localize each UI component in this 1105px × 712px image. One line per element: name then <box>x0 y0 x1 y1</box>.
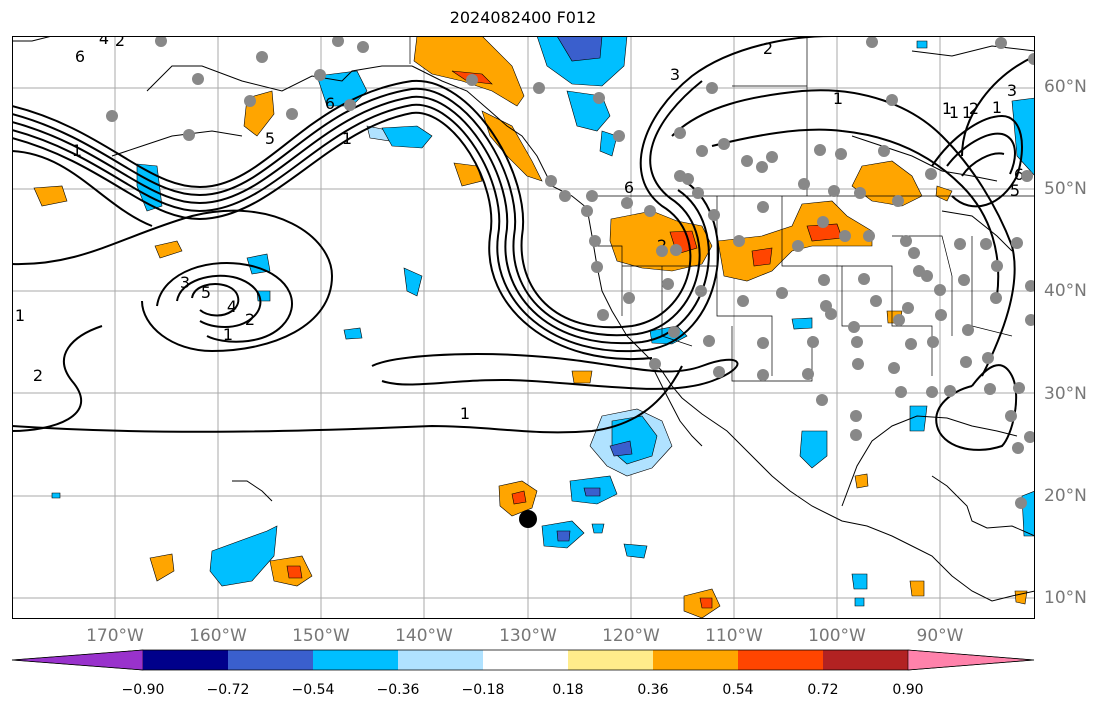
station-dots <box>106 36 1035 509</box>
colorbar-extend-min <box>11 649 144 671</box>
contour-label: 6 <box>624 178 634 197</box>
colorbar-tick-label: −0.72 <box>206 682 250 698</box>
shade-positive-alaska-panhandle <box>413 36 525 107</box>
contour-lines <box>12 36 1035 451</box>
contour-label: 6 <box>325 94 335 113</box>
contour-label: 3 <box>180 273 190 292</box>
chart-title: 2024082400 F012 <box>449 8 597 27</box>
colorbar-tick-label: 0.36 <box>637 682 669 698</box>
colorbar-swatch <box>313 650 398 670</box>
contour-label: 1 <box>942 99 952 118</box>
map-svg: 6 4 2 1 1 5 6 1 2 3 6 1 3 5 4 2 1 1 2 1 … <box>12 36 1035 619</box>
contour-label: 5 <box>201 283 211 302</box>
lon-label: 120°W <box>602 626 660 646</box>
contour-label: 1 <box>460 404 470 423</box>
contour-labels: 6 4 2 1 1 5 6 1 2 3 6 1 3 5 4 2 1 1 2 1 … <box>15 36 1024 423</box>
lat-label: 20°N <box>1044 486 1087 506</box>
lat-label: 50°N <box>1044 179 1087 199</box>
lon-label: 100°W <box>808 626 866 646</box>
contour-label: 2 <box>245 310 255 329</box>
colorbar-swatch <box>483 650 568 670</box>
colorbar-tick-label: 0.18 <box>552 682 584 698</box>
contour-label: 1 <box>949 103 959 122</box>
contour-label: 1 <box>833 89 843 108</box>
contour-label: 1 <box>962 103 972 122</box>
colorbar-tick-label: −0.54 <box>291 682 335 698</box>
contour-label: 6 <box>1014 165 1024 184</box>
station-marker-black-dot <box>519 510 537 528</box>
colorbar-tick-label: 0.90 <box>892 682 924 698</box>
contour-label: 1 <box>223 325 233 344</box>
contour-label: 2 <box>763 39 773 58</box>
contour-label: 1 <box>15 306 25 325</box>
contour-label: 1 <box>992 98 1002 117</box>
colorbar-swatch <box>823 650 908 670</box>
lon-label: 110°W <box>705 626 763 646</box>
colorbar-swatch <box>143 650 228 670</box>
contour-label: 4 <box>99 36 109 48</box>
contour-label: 4 <box>227 297 237 316</box>
lon-label: 90°W <box>916 626 964 646</box>
colorbar-swatch <box>738 650 823 670</box>
lon-label: 160°W <box>189 626 247 646</box>
colorbar-swatch <box>228 650 313 670</box>
lon-label: 150°W <box>292 626 350 646</box>
contour-label: 1 <box>342 129 352 148</box>
colorbar-extend-max <box>907 649 1035 671</box>
colorbar-swatch <box>568 650 653 670</box>
contour-label: 6 <box>75 47 85 66</box>
contour-label: 3 <box>670 65 680 84</box>
contour-label: 5 <box>265 129 275 148</box>
colorbar-tick-label: −0.36 <box>376 682 420 698</box>
shaded-fields <box>33 36 1035 619</box>
map-frame <box>12 36 1035 619</box>
colorbar-tick-label: −0.90 <box>121 682 165 698</box>
map-panel: 6 4 2 1 1 5 6 1 2 3 6 1 3 5 4 2 1 1 2 1 … <box>12 36 1035 623</box>
colorbar <box>11 649 1035 671</box>
lat-label: 40°N <box>1044 281 1087 301</box>
colorbar-tick-label: 0.72 <box>807 682 839 698</box>
contour-label: 1 <box>72 141 82 160</box>
contour-label: 2 <box>115 36 125 50</box>
contour-label: 2 <box>33 366 43 385</box>
colorbar-tick-label: −0.18 <box>461 682 505 698</box>
lon-label: 130°W <box>499 626 557 646</box>
colorbar-tick-label: 0.54 <box>722 682 754 698</box>
lon-label: 140°W <box>395 626 453 646</box>
lat-label: 10°N <box>1044 588 1087 608</box>
lat-label: 30°N <box>1044 384 1087 404</box>
colorbar-outline <box>11 649 1035 671</box>
coastlines <box>12 36 1035 602</box>
colorbar-swatch <box>398 650 483 670</box>
contour-label: 5 <box>1010 181 1020 200</box>
shade-negative-gulf-alaska <box>536 36 628 87</box>
colorbar-swatch <box>653 650 738 670</box>
contour-label: 2 <box>969 99 979 118</box>
lon-label: 170°W <box>86 626 144 646</box>
contour-label: 3 <box>1007 81 1017 100</box>
lat-label: 60°N <box>1044 77 1087 97</box>
